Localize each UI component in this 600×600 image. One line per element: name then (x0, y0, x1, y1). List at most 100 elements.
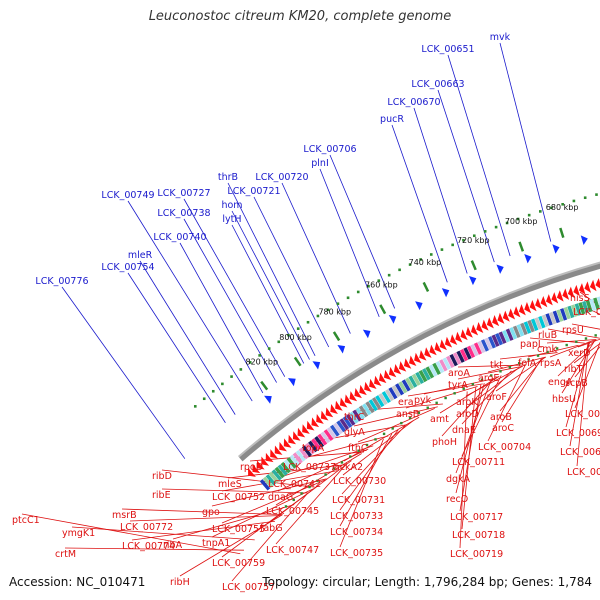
cog-color-segment (466, 345, 476, 358)
minus-leader-line (459, 384, 482, 512)
kbp-tick-label: 820 kbp (245, 357, 278, 366)
kbp-tick-label: 800 kbp (279, 333, 312, 342)
minus-gene-label: phoH (432, 437, 457, 448)
plus-gene-label: mvk (490, 32, 511, 43)
minus-leader-line (547, 328, 600, 339)
minus-leader-line (275, 464, 347, 545)
minus-gene-arrow (556, 290, 564, 302)
inner-dot-tick (444, 396, 447, 400)
plus-leader-line (281, 182, 351, 334)
cog-color-segment (435, 360, 445, 374)
minus-leader-line (179, 514, 283, 577)
minus-gene-arrow (502, 310, 510, 322)
minus-gene-label: LCK_00731 (332, 495, 385, 506)
minus-leader-line (172, 504, 295, 540)
minus-gene-label: LCK_00695 (567, 467, 600, 478)
outer-dot-tick (346, 296, 350, 300)
minus-leader-line (407, 383, 483, 397)
cog-color-segment (520, 322, 528, 336)
outer-dot-tick (561, 203, 564, 206)
inner-dot-tick (471, 382, 475, 386)
plus-leader-line (499, 42, 552, 242)
inner-dot-tick (435, 401, 438, 405)
minus-leader-line (459, 391, 468, 549)
plus-gene-arrow (415, 301, 423, 311)
outer-dot-tick (367, 284, 370, 288)
minus-leader-line (569, 341, 589, 447)
cog-color-segment (422, 368, 431, 381)
plus-gene-label: LCK_00720 (255, 172, 308, 183)
outer-dot-tick (296, 327, 300, 330)
minus-gene-arrow (316, 414, 324, 424)
cog-color-segment (505, 328, 514, 341)
minus-gene-arrow (330, 404, 338, 414)
genome-title: Leuconostoc citreum KM20, complete genom… (148, 9, 452, 24)
minus-gene-label: LCK_00735 (330, 548, 383, 559)
inner-dot-tick (462, 387, 465, 390)
minus-leader-line (455, 383, 485, 494)
minus-gene-arrow (470, 324, 479, 336)
outer-dot-tick (505, 221, 509, 225)
cog-color-segment (329, 424, 340, 437)
cog-color-segment (570, 304, 579, 317)
outer-dot-tick (306, 320, 310, 324)
cog-color-segment (502, 329, 511, 343)
cog-color-segment (459, 348, 469, 362)
minus-gene-arrow (584, 281, 592, 293)
minus-gene-arrow (439, 339, 447, 351)
minus-leader-line (574, 346, 600, 378)
minus-gene-label: ribE (152, 490, 171, 501)
kbp-tick-label: 700 kbp (505, 217, 538, 226)
outer-dot-tick (277, 340, 281, 344)
minus-gene-arrow (460, 329, 468, 341)
minus-leader-line (64, 547, 244, 551)
minus-gene-arrow (573, 284, 581, 297)
inner-dot-tick (517, 362, 521, 365)
minus-gene-arrow (476, 321, 484, 333)
minus-gene-arrow (292, 431, 301, 441)
minus-gene-label: aroC (492, 423, 514, 434)
minus-gene-label: thrC (344, 412, 365, 423)
minus-gene-label: ansB (396, 409, 419, 420)
minus-leader-line (461, 370, 512, 425)
inner-dot-tick (575, 340, 578, 343)
minus-gene-arrow (518, 304, 526, 316)
minus-gene-label: LCK_00672 (573, 307, 600, 318)
minus-gene-arrow (595, 278, 600, 289)
plus-leader-line (61, 286, 186, 459)
kbp-tick-mark (332, 331, 341, 342)
cog-color-segment (320, 431, 331, 444)
inner-dot-tick (508, 366, 512, 369)
minus-gene-arrow (409, 355, 417, 367)
outer-dot-tick (550, 206, 553, 210)
cog-color-segment (358, 405, 369, 418)
plus-gene-arrow (580, 235, 588, 246)
plus-leader-line (183, 198, 286, 377)
minus-leader-line (339, 433, 393, 527)
cog-color-segment (323, 429, 334, 442)
minus-leader-line (211, 478, 327, 507)
minus-gene-arrow (424, 347, 432, 358)
minus-gene-label: fthC (348, 443, 368, 454)
plus-leader-line (227, 182, 316, 357)
plus-gene-label: lytH (222, 214, 241, 225)
plus-gene-label: hom (221, 200, 242, 211)
accession-label: Accession: NC_010471 (9, 575, 146, 589)
minus-gene-arrow (578, 283, 586, 295)
minus-leader-line (457, 365, 523, 380)
minus-gene-arrow (344, 394, 353, 405)
minus-gene-arrow (274, 445, 283, 455)
cog-color-segment (428, 364, 438, 377)
minus-gene-arrow (481, 319, 489, 331)
cog-color-segment (317, 433, 328, 446)
minus-leader-line (21, 513, 241, 555)
minus-gene-arrow (252, 463, 261, 474)
minus-gene-arrow (335, 400, 343, 411)
minus-gene-arrow (545, 294, 553, 306)
minus-gene-label: pyk (414, 395, 432, 406)
cog-color-segment (563, 306, 571, 320)
cog-color-segment (280, 461, 291, 474)
kbp-tick-mark (379, 304, 387, 315)
cog-color-segment (538, 315, 546, 329)
outer-dot-tick (326, 308, 330, 312)
